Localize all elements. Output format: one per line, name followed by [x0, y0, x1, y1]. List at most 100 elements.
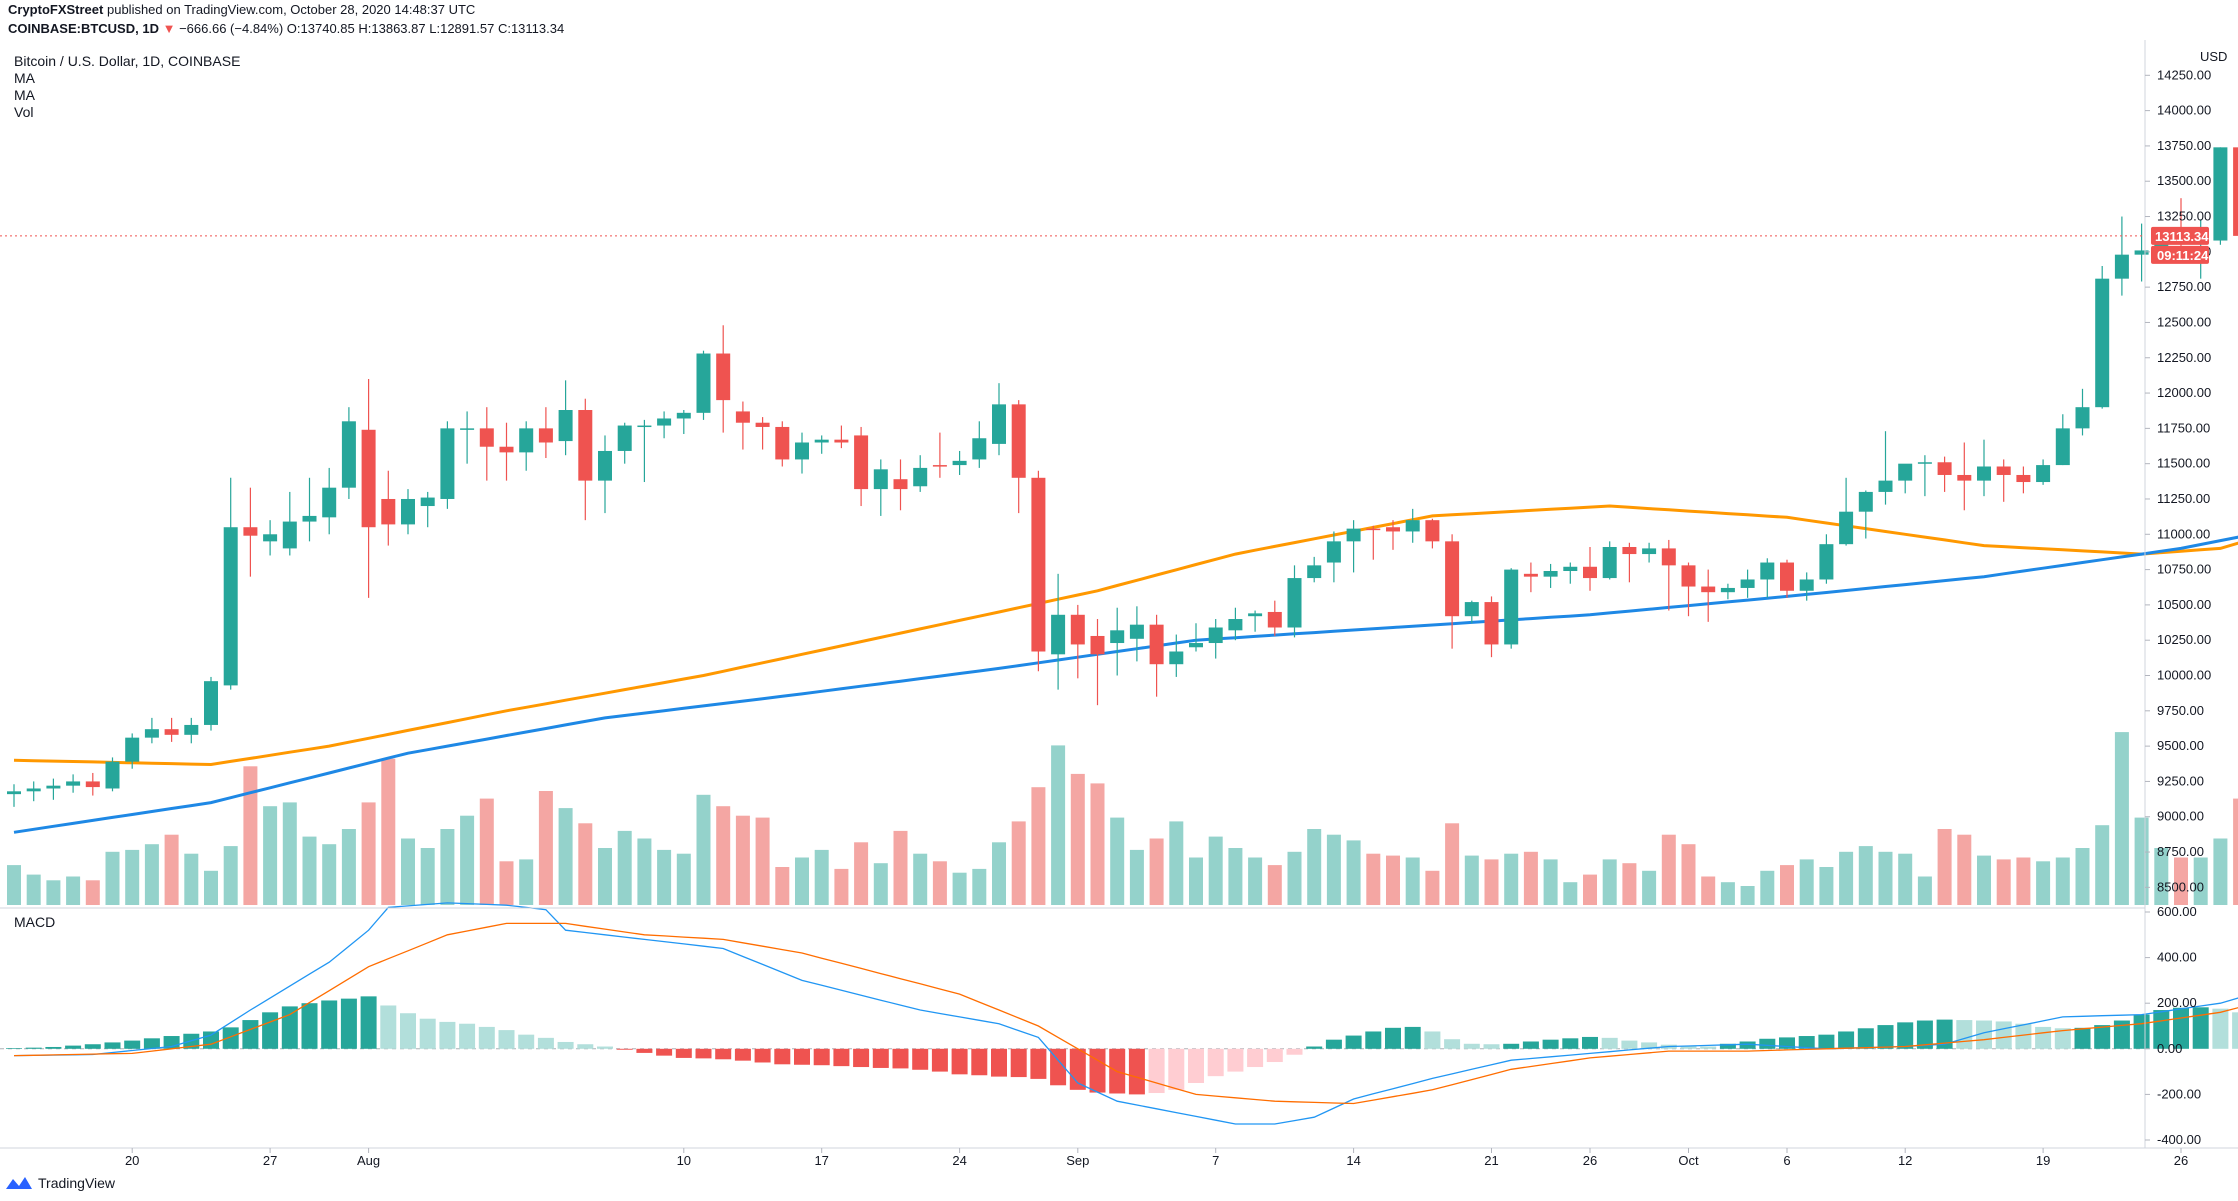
macd-histogram-bar: [1424, 1031, 1441, 1049]
candle-body: [381, 498, 396, 525]
macd-histogram-bar: [45, 1046, 62, 1049]
candle-body: [1917, 462, 1932, 464]
macd-histogram-bar: [1089, 1048, 1106, 1093]
macd-histogram-bar: [991, 1048, 1007, 1077]
macd-histogram-bar: [656, 1048, 673, 1056]
macd-tick-label: 200.00: [2157, 995, 2197, 1010]
candle-body: [184, 724, 199, 735]
volume-bar: [2016, 857, 2031, 905]
macd-histogram-bar: [1168, 1048, 1185, 1090]
macd-histogram-bar: [1444, 1039, 1461, 1049]
macd-histogram-bar: [675, 1048, 692, 1058]
candle-body: [1228, 619, 1243, 631]
macd-histogram-bar: [1995, 1021, 2012, 1049]
volume-bar: [696, 794, 711, 905]
candle-body: [1090, 635, 1105, 655]
macd-tick-label: 600.00: [2157, 904, 2197, 919]
candle-body: [1839, 511, 1854, 545]
countdown-tag-text: 09:11:24: [2157, 248, 2209, 263]
volume-bar: [1248, 857, 1263, 905]
candle-body: [1977, 466, 1991, 481]
candle-body: [2134, 250, 2149, 255]
open-label: O:: [286, 21, 301, 36]
macd-histogram-bar: [1483, 1044, 1500, 1049]
volume-bar: [361, 802, 376, 905]
volume-bar: [1602, 859, 1617, 905]
candle-body: [1287, 578, 1302, 628]
candle-body: [1602, 546, 1617, 579]
candle-body: [1208, 627, 1223, 644]
candle-body: [1937, 462, 1952, 475]
candle-body: [1701, 586, 1716, 593]
price-tick-label: 8500.00: [2157, 879, 2204, 894]
macd-histogram-bar: [1227, 1048, 1244, 1072]
volume-bar: [519, 859, 534, 905]
macd-histogram-bar: [2015, 1023, 2032, 1049]
legend-title[interactable]: Bitcoin / U.S. Dollar, 1D, COINBASE: [14, 53, 241, 69]
last-price-tag: [2151, 226, 2209, 245]
macd-histogram-bar: [1050, 1048, 1067, 1086]
macd-histogram-bar: [1069, 1048, 1086, 1090]
macd-histogram-bar: [1345, 1035, 1362, 1049]
volume-bar: [1405, 857, 1420, 905]
volume-bar: [1839, 851, 1854, 905]
candle-body: [1425, 520, 1440, 542]
macd-histogram-bar: [1562, 1038, 1579, 1049]
macd-histogram-bar: [1582, 1036, 1598, 1049]
candle-body: [282, 521, 297, 549]
tradingview-logo[interactable]: TradingView: [6, 1175, 115, 1191]
macd-histogram-bar: [1148, 1048, 1165, 1094]
volume-bar: [144, 844, 159, 905]
volume-bar: [1878, 851, 1893, 905]
candle-body: [1366, 528, 1381, 531]
legend-ma-2[interactable]: MA: [14, 87, 35, 103]
published-info: published on TradingView.com, October 28…: [106, 2, 476, 17]
candle-body: [992, 404, 1006, 444]
volume-bar: [1957, 834, 1972, 905]
volume-bar: [578, 823, 593, 905]
volume-bar: [46, 880, 61, 905]
volume-bar: [1760, 870, 1775, 905]
open-value: 13740.85: [300, 21, 355, 36]
macd-histogram-bar: [222, 1027, 239, 1049]
macd-histogram-bar: [1325, 1039, 1342, 1049]
macd-histogram-bar: [1641, 1042, 1658, 1049]
candle-body: [1543, 571, 1558, 577]
price-tick-label: 9000.00: [2157, 809, 2204, 824]
candle-body: [144, 729, 159, 738]
price-tick-label: 9250.00: [2157, 773, 2204, 788]
volume-bar: [1701, 876, 1716, 905]
volume-bar: [2193, 857, 2208, 905]
macd-histogram-bar: [734, 1048, 751, 1061]
candle-body: [2095, 278, 2110, 408]
time-tick-label: 19: [2036, 1153, 2050, 1168]
candle-body: [1189, 643, 1203, 648]
macd-histogram-bar: [1306, 1046, 1323, 1049]
tradingview-brand: TradingView: [38, 1175, 116, 1191]
macd-histogram-bar: [1365, 1031, 1382, 1049]
volume-bar: [1346, 840, 1361, 905]
currency-label: USD: [2200, 49, 2227, 64]
candle-body: [1386, 527, 1400, 532]
volume-bar: [1563, 882, 1578, 905]
ma-fast-line: [13, 535, 2238, 834]
candle-body: [322, 487, 337, 518]
price-tick-label: 14000.00: [2157, 103, 2211, 118]
volume-bar: [7, 865, 21, 905]
legend-macd[interactable]: MACD: [14, 914, 56, 930]
legend-ma-1[interactable]: MA: [14, 70, 35, 86]
macd-histogram-bar: [892, 1048, 909, 1069]
macd-histogram-bar: [1759, 1038, 1776, 1049]
volume-bar: [1366, 853, 1381, 905]
volume-bar: [676, 853, 691, 905]
macd-histogram-bar: [1857, 1028, 1874, 1049]
candle-body: [716, 353, 731, 401]
price-tick-label: 8750.00: [2157, 844, 2204, 859]
macd-histogram-bar: [124, 1040, 141, 1049]
legend-volume[interactable]: Vol: [14, 104, 34, 120]
candle-body: [1169, 651, 1184, 665]
volume-bar: [1819, 867, 1834, 905]
candle-body: [263, 534, 278, 542]
candle-body: [204, 681, 218, 725]
